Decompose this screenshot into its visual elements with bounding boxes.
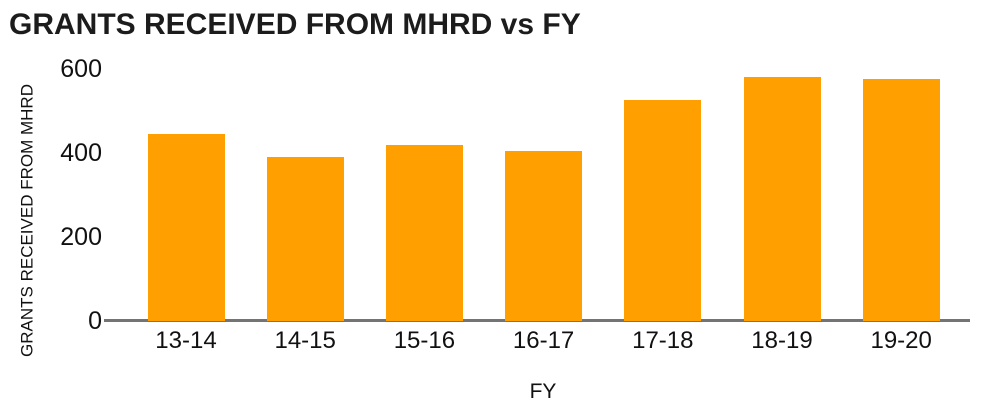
y-tick-label: 600 [60, 55, 102, 83]
bar-17-18[interactable] [624, 100, 702, 321]
x-axis-title: FY [529, 380, 557, 403]
x-tick-label: 17-18 [632, 327, 694, 354]
bar-15-16[interactable] [385, 145, 463, 321]
y-tick-label: 200 [60, 223, 102, 251]
x-tick-label: 15-16 [393, 327, 456, 354]
x-tick-label: 13-14 [155, 327, 217, 354]
y-tick-label: 0 [88, 307, 102, 335]
bar-18-19[interactable] [743, 77, 821, 321]
x-tick-label: 16-17 [512, 327, 575, 354]
bar-14-15[interactable] [266, 157, 344, 321]
chart-title: GRANTS RECEIVED FROM MHRD vs FY [9, 8, 581, 41]
x-tick-label: 19-20 [870, 327, 932, 354]
bar-13-14[interactable] [147, 134, 225, 321]
x-tick-label: 18-19 [751, 327, 813, 354]
bar-19-20[interactable] [862, 79, 940, 321]
x-tick-label: 14-15 [274, 327, 336, 354]
bar-16-17[interactable] [505, 151, 583, 321]
y-tick-label: 400 [60, 139, 102, 167]
